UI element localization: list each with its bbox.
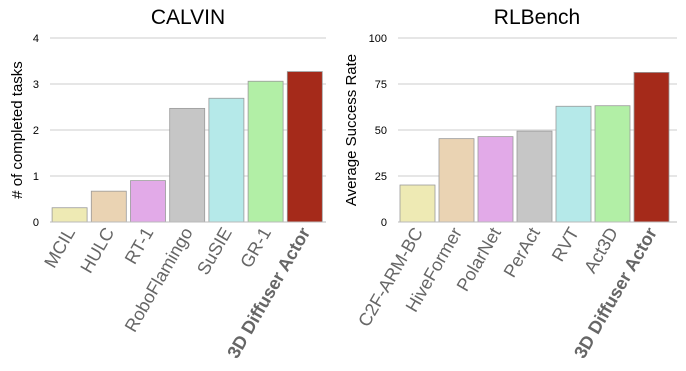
calvin-x-tick-label: RT-1 (121, 224, 158, 268)
calvin-x-tick-label: GR-1 (236, 224, 275, 271)
rlbench-bar (594, 105, 631, 223)
rlbench-title: RLBench (494, 6, 580, 29)
calvin-bar (286, 71, 323, 223)
calvin-bar (169, 107, 206, 223)
calvin-y-tick-label: 2 (33, 125, 39, 137)
rlbench-bar (516, 130, 553, 223)
calvin-bar (247, 80, 284, 223)
rlbench-y-tick-label: 25 (375, 171, 387, 183)
rlbench-y-axis-label: Average Success Rate (343, 54, 360, 206)
calvin-y-tick-label: 4 (33, 33, 39, 45)
calvin-y-tick-label: 0 (33, 217, 39, 229)
rlbench-x-tick-label: Act3D (580, 224, 622, 276)
calvin-bar (51, 207, 88, 223)
calvin-title: CALVIN (151, 6, 225, 29)
calvin-bar (90, 190, 127, 223)
rlbench-bar (555, 105, 592, 223)
rlbench-bar (633, 72, 670, 223)
rlbench-x-tick-label: RVT (548, 224, 583, 265)
rlbench-y-tick-label: 100 (369, 33, 387, 45)
rlbench-x-tick-label: PerAct (500, 224, 544, 281)
rlbench-bar (438, 138, 475, 223)
calvin-x-tick-label: MCIL (40, 224, 79, 271)
calvin-x-tick-label: HULC (76, 224, 118, 276)
calvin-bar (208, 97, 245, 223)
calvin-bar (130, 180, 166, 223)
calvin-y-axis-label: # of completed tasks (9, 61, 26, 199)
rlbench-bar (477, 136, 514, 223)
calvin-y-tick-label: 1 (33, 171, 39, 183)
rlbench-y-tick-label: 0 (381, 217, 387, 229)
calvin-y-tick-label: 3 (33, 79, 39, 91)
rlbench-y-tick-label: 75 (375, 79, 387, 91)
rlbench-bar (399, 184, 436, 223)
calvin-x-tick-label: SuSIE (193, 224, 236, 278)
rlbench-y-tick-label: 50 (375, 125, 387, 137)
